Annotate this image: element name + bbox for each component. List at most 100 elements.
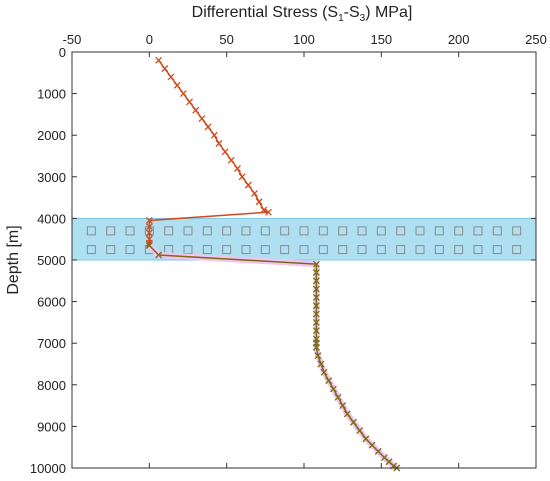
series-2-point [145,241,153,249]
series-2-point [312,302,320,310]
series-2-point [312,293,320,301]
series-2-point [362,435,370,443]
series-2-point [317,360,325,368]
series-1-point [221,148,229,156]
series-1-point [255,198,263,206]
series-group [145,56,401,472]
series-1-point [145,223,153,231]
series-2-point [312,318,320,326]
band-square-marker [86,245,96,255]
series-1-point [145,229,153,237]
y-axis-title: Depth [m] [5,225,22,294]
series-2-point [314,352,322,360]
series-1-point [260,206,268,214]
band-square-marker [376,245,386,255]
band-square-marker [164,226,174,236]
band-square-marker [454,245,464,255]
y-tick-label: 1000 [37,87,66,102]
y-tick-label: 7000 [37,336,66,351]
band-square-marker [318,226,328,236]
x-tick-label: 0 [146,32,153,47]
band-square-marker [260,245,270,255]
y-tick-label: 0 [59,45,66,60]
band-square-marker [492,226,502,236]
band-square-marker [106,226,116,236]
series-1-point [173,81,181,89]
y-tick-label: 5000 [37,253,66,268]
y-tick-label: 8000 [37,378,66,393]
band-square-marker [222,226,232,236]
series-2-point [312,310,320,318]
x-tick-label: 200 [448,32,470,47]
band-square-marker [376,226,386,236]
series-2-point [334,393,342,401]
band-square-marker [86,226,96,236]
band-square-marker [183,226,193,236]
series-1-point [186,98,194,106]
series-1-point [234,165,241,172]
band-square-marker [299,226,309,236]
band-square-marker [357,245,367,255]
series-2-point [325,377,333,385]
series-2-point [350,418,357,426]
x-tick-label: 100 [293,32,315,47]
x-axis-ticks: -50 0 50 100 150 200 250 [63,32,547,468]
band-square-marker [473,245,483,255]
band-square-marker [260,226,270,236]
x-tick-label: 150 [370,32,392,47]
series-1-point [192,106,200,114]
series-1-point [264,208,272,216]
series-1-point [251,189,258,197]
band-square-marker [473,226,483,236]
series-1-point [179,90,187,98]
band-square-marker [125,226,135,236]
series-2-point [312,277,320,285]
band-square-marker [338,226,348,236]
x-tick-label: -50 [63,32,82,47]
series-2-point [343,410,351,418]
band-square-marker [106,245,116,255]
band-square-marker [222,245,232,255]
series-2-point [374,447,382,455]
band-square-marker [357,226,367,236]
y-tick-label: 6000 [37,295,66,310]
y-tick-label: 9000 [37,419,66,434]
y-tick-label: 10000 [30,461,66,476]
series-1-point [161,65,169,73]
band-square-marker [280,245,290,255]
band-square-marker [415,245,425,255]
x-tick-label: 250 [525,32,547,47]
x-tick-label: 50 [219,32,233,47]
series-2-point [312,260,320,268]
series-2-point [339,402,347,410]
band-square-marker [241,245,251,255]
band-square-marker [125,245,135,255]
band-square-marker [338,245,348,255]
band-square-marker [434,245,444,255]
series-2-point [312,327,320,335]
series-1-point [227,156,235,164]
band-square-marker [434,226,444,236]
band-square-marker [280,226,290,236]
band-square-marker [318,245,328,255]
series-1-point [238,173,246,181]
band-square-marker [492,245,502,255]
band-square-marker [202,245,212,255]
depth-band [71,217,537,261]
series-2-point [368,441,376,449]
series-1-point [145,217,153,224]
series-1-point [155,56,163,64]
series-1-point [244,181,252,189]
series-2-point [312,269,320,276]
band-square-marker [299,245,309,255]
band-square-marker [512,245,522,255]
band-square-marker [241,226,251,236]
series-1-point [210,131,218,139]
band-square-marker [512,226,522,236]
y-tick-label: 2000 [37,128,66,143]
series-2-point [320,368,328,376]
x-axis-title: Differential Stress (S1-S3) MPa] [192,4,413,24]
band-square-marker [415,226,425,236]
series-1-point [167,73,175,81]
